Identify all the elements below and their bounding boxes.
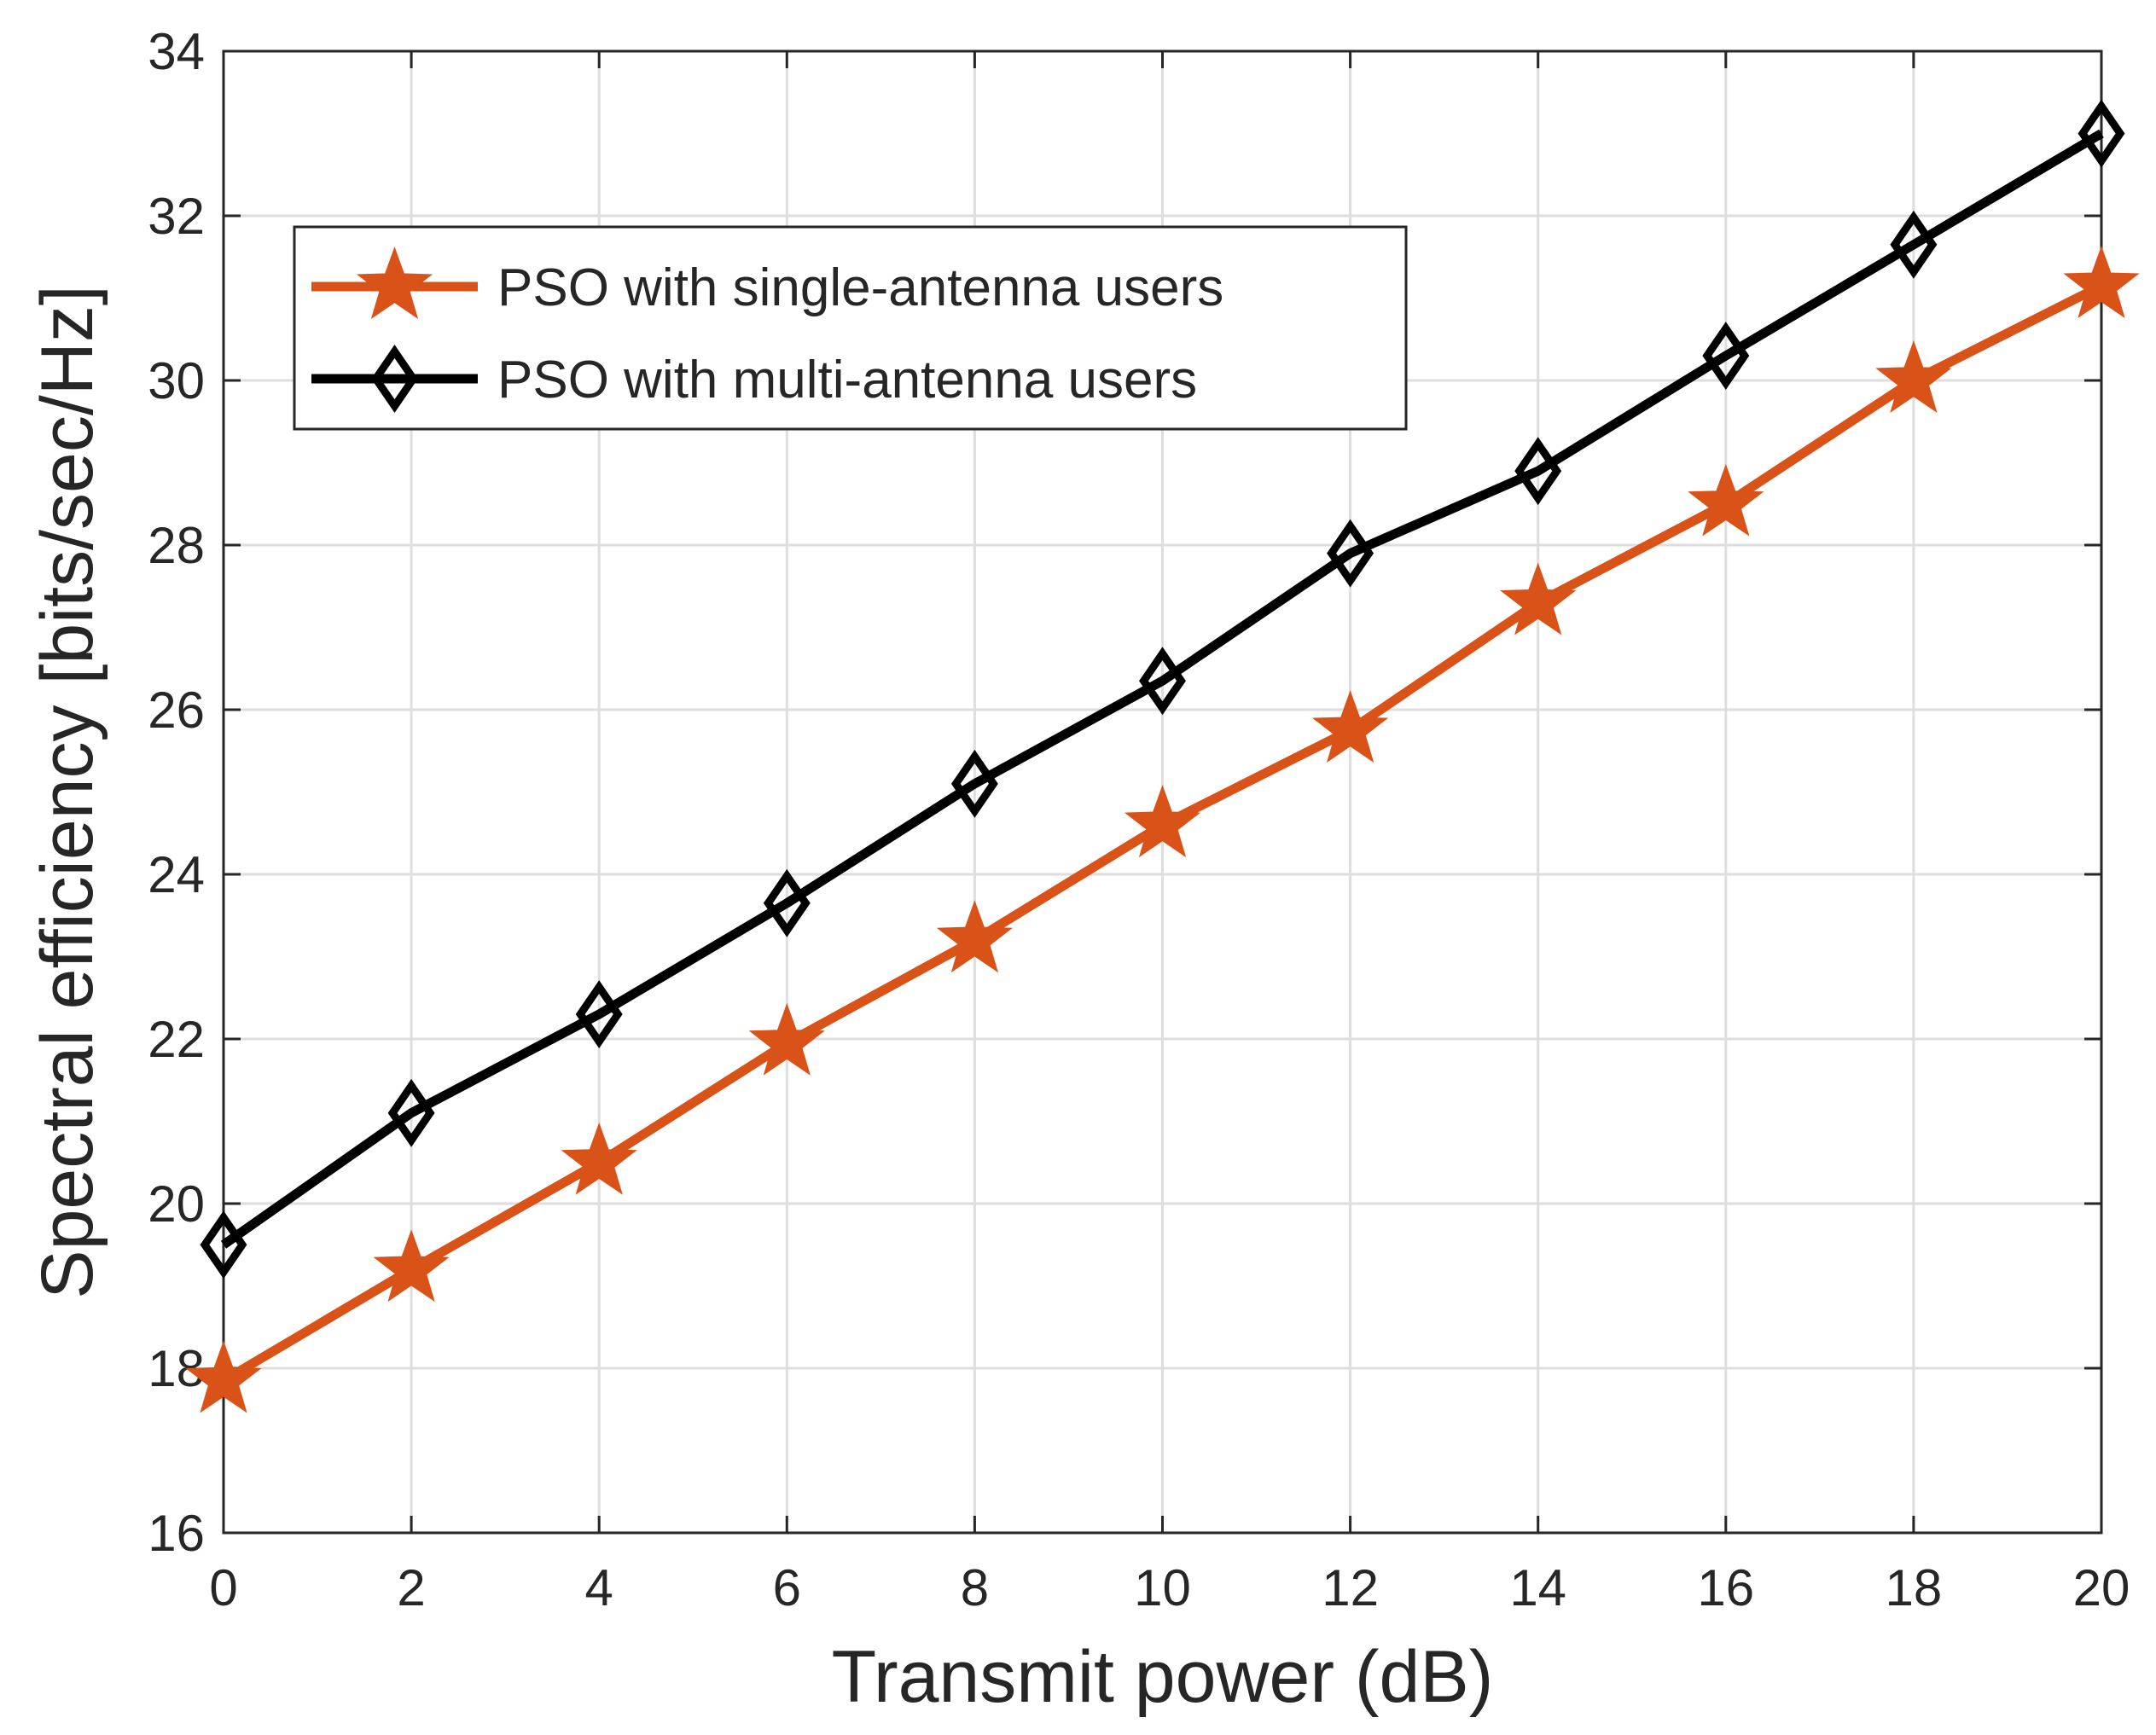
series-line — [220, 129, 2104, 1249]
y-tick-label: 32 — [148, 188, 205, 245]
y-tick-label: 30 — [148, 352, 205, 409]
x-tick-label: 6 — [773, 1559, 801, 1616]
legend: PSO with single-antenna users PSO with mu… — [293, 225, 1408, 431]
y-tick-label: 24 — [148, 846, 205, 903]
y-tick-label: 28 — [148, 517, 205, 574]
data-point — [1890, 210, 1938, 279]
x-tick-label: 8 — [961, 1559, 989, 1616]
data-point — [1688, 463, 1764, 537]
data-point — [763, 868, 811, 937]
legend-marker — [356, 247, 433, 319]
data-point — [200, 1210, 247, 1279]
data-point — [1311, 690, 1389, 763]
x-tick-label: 14 — [1509, 1559, 1566, 1616]
series-multi-antenna — [200, 99, 2125, 1279]
data-point — [748, 1002, 825, 1076]
y-axis-label: Spectral efficiency [bits/sec/Hz] — [26, 285, 108, 1299]
x-tick-label: 20 — [2073, 1559, 2130, 1616]
x-tick-label: 18 — [1886, 1559, 1943, 1616]
data-point — [185, 1340, 262, 1413]
data-point — [561, 1122, 637, 1195]
data-point — [936, 900, 1014, 973]
data-point — [1514, 437, 1562, 506]
y-tick-label: 22 — [148, 1011, 205, 1068]
data-point — [1500, 562, 1577, 635]
y-tick-label: 26 — [148, 682, 205, 739]
x-tick-label: 10 — [1134, 1559, 1191, 1616]
data-point — [387, 1078, 435, 1147]
y-tick-label: 16 — [148, 1505, 205, 1562]
legend-box — [293, 225, 1408, 431]
x-tick-label: 12 — [1322, 1559, 1379, 1616]
data-point — [1124, 785, 1201, 858]
data-point — [575, 980, 623, 1048]
series-single-antenna — [185, 246, 2140, 1413]
y-tick-label: 34 — [148, 23, 205, 80]
y-tick-label: 20 — [148, 1175, 205, 1233]
data-point — [2063, 246, 2140, 318]
x-tick-label: 2 — [397, 1559, 425, 1616]
legend-label: PSO with single-antenna users — [497, 258, 1223, 317]
data-point — [2078, 99, 2125, 168]
data-point — [1702, 322, 1750, 390]
x-tick-label: 16 — [1697, 1559, 1754, 1616]
legend-marker — [371, 345, 418, 413]
x-tick-label: 0 — [209, 1559, 237, 1616]
data-point — [1875, 340, 1952, 413]
x-tick-label: 4 — [585, 1559, 613, 1616]
series-layer — [185, 99, 2140, 1413]
data-point — [950, 749, 998, 818]
x-axis-label: Transmit power (dB) — [832, 1636, 1494, 1718]
data-point — [373, 1229, 450, 1303]
data-point — [1327, 519, 1374, 588]
legend-label: PSO with multi-antenna users — [497, 351, 1197, 409]
data-point — [1139, 647, 1186, 716]
